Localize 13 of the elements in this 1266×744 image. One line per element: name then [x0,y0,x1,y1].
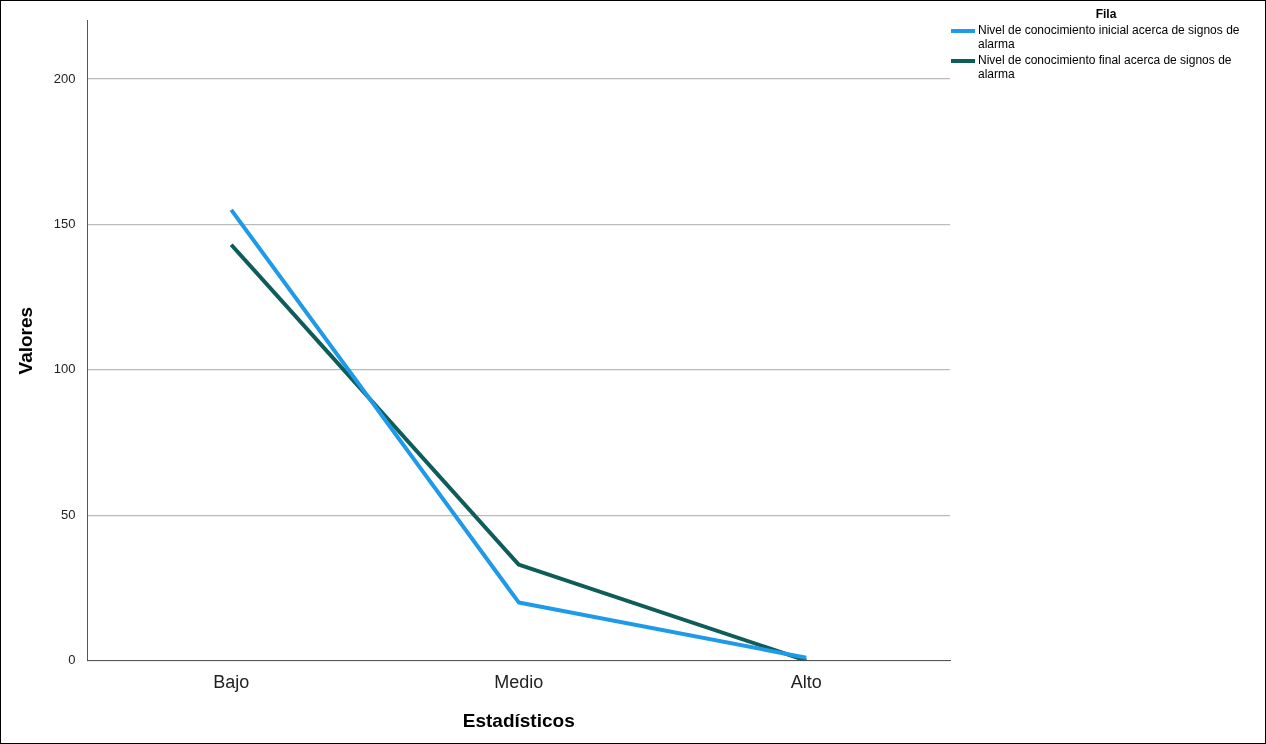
y-tick-label: 200 [53,70,76,86]
x-tick-label: Medio [494,672,544,693]
x-tick-label: Alto [790,672,822,693]
y-tick-label: 150 [53,215,76,231]
x-tick-label: Bajo [213,672,250,693]
x-axis-title: Estadísticos [462,709,575,731]
y-tick-label: 0 [68,652,76,668]
legend-title: Fila [1094,7,1118,21]
legend-label: Nivel de conocimiento final acerca de signos de alarma [978,53,1233,81]
legend-label: Nivel de conocimiento inicial acerca de signos de alarma [978,23,1241,51]
y-axis-title: Valores [14,306,36,375]
y-tick-label: 100 [53,361,76,377]
y-tick-label: 50 [61,506,76,522]
